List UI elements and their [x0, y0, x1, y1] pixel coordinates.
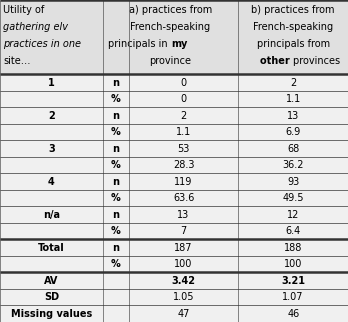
Text: n: n [112, 210, 119, 220]
Text: my: my [171, 39, 187, 49]
Text: %: % [111, 226, 121, 236]
Text: %: % [111, 193, 121, 203]
Bar [0, 0, 348, 74]
Text: 12: 12 [287, 210, 299, 220]
Text: 0: 0 [181, 78, 187, 88]
Text: 100: 100 [284, 259, 302, 269]
Text: 49.5: 49.5 [283, 193, 304, 203]
Text: 3.21: 3.21 [281, 276, 305, 286]
Text: 3.42: 3.42 [172, 276, 196, 286]
Text: 7: 7 [181, 226, 187, 236]
Text: gathering elv: gathering elv [3, 22, 69, 32]
Text: 13: 13 [177, 210, 190, 220]
Text: principals in: principals in [108, 39, 171, 49]
Text: 1.07: 1.07 [283, 292, 304, 302]
Text: 1.1: 1.1 [286, 94, 301, 104]
Text: %: % [111, 127, 121, 137]
Text: ​provinces: ​provinces [293, 56, 340, 66]
Text: 3: 3 [48, 144, 55, 154]
Text: principals in ​my: principals in ​my [132, 39, 209, 49]
Text: 47: 47 [177, 309, 190, 319]
Text: 100: 100 [174, 259, 193, 269]
Text: 6.4: 6.4 [286, 226, 301, 236]
Text: 46: 46 [287, 309, 299, 319]
Text: Total: Total [38, 243, 65, 253]
Text: SD: SD [44, 292, 59, 302]
Text: 1.1: 1.1 [176, 127, 191, 137]
Text: French-speaking: French-speaking [253, 22, 333, 32]
Text: b) practices from: b) practices from [252, 5, 335, 14]
Text: site…: site… [3, 56, 31, 66]
Text: practices in one: practices in one [3, 39, 81, 49]
Text: Utility of: Utility of [3, 5, 45, 14]
Text: %: % [111, 160, 121, 170]
Text: 1.05: 1.05 [173, 292, 194, 302]
Text: AV: AV [44, 276, 58, 286]
Text: 2: 2 [290, 78, 296, 88]
Text: Missing values: Missing values [11, 309, 92, 319]
Text: principals from: principals from [256, 39, 330, 49]
Text: n/a: n/a [43, 210, 60, 220]
Text: a) practices from: a) practices from [129, 5, 212, 14]
Text: n: n [112, 78, 119, 88]
Text: n: n [112, 243, 119, 253]
Text: 187: 187 [174, 243, 193, 253]
Text: 53: 53 [177, 144, 190, 154]
Text: 93: 93 [287, 177, 299, 187]
Text: 6.9: 6.9 [286, 127, 301, 137]
Text: n: n [112, 144, 119, 154]
Text: n: n [112, 177, 119, 187]
Text: 36.2: 36.2 [283, 160, 304, 170]
Text: 68: 68 [287, 144, 299, 154]
Text: 188: 188 [284, 243, 302, 253]
Text: 63.6: 63.6 [173, 193, 194, 203]
Text: 2: 2 [48, 110, 55, 121]
Text: province: province [150, 56, 191, 66]
Text: n: n [112, 110, 119, 121]
Text: %: % [111, 259, 121, 269]
Text: 13: 13 [287, 110, 299, 121]
Text: %: % [111, 94, 121, 104]
Text: French-speaking: French-speaking [130, 22, 211, 32]
Text: 4: 4 [48, 177, 55, 187]
Text: 28.3: 28.3 [173, 160, 194, 170]
Text: 0: 0 [181, 94, 187, 104]
Text: 1: 1 [48, 78, 55, 88]
Text: 2: 2 [181, 110, 187, 121]
Text: 119: 119 [174, 177, 193, 187]
Text: other: other [260, 56, 293, 66]
